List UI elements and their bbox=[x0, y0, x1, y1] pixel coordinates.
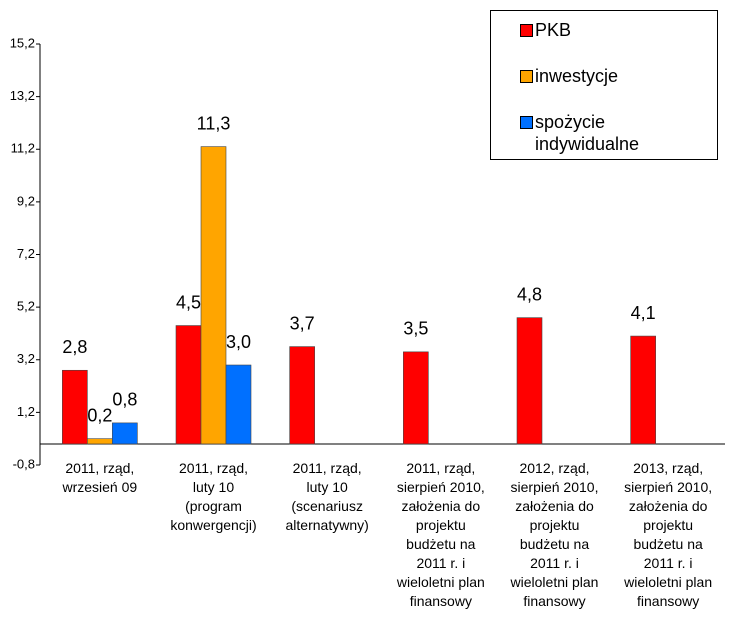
x-tick-label: 2011, rząd, wrzesień 09 bbox=[62, 460, 138, 495]
y-tick-label: 7,2 bbox=[17, 246, 35, 261]
data-label: 0,8 bbox=[112, 390, 137, 410]
bar bbox=[62, 369, 88, 445]
x-tick-label: 2013, rząd, sierpień 2010, założenia do … bbox=[624, 460, 713, 609]
y-tick-label: 1,2 bbox=[17, 404, 35, 419]
data-label: 0,2 bbox=[87, 405, 112, 425]
bar bbox=[175, 325, 202, 445]
data-label: 3,7 bbox=[290, 313, 315, 333]
y-tick-label: 9,2 bbox=[17, 193, 35, 208]
bar bbox=[289, 346, 315, 445]
legend-swatch bbox=[520, 116, 533, 129]
y-tick-label: 13,2 bbox=[10, 88, 35, 103]
bar bbox=[225, 364, 252, 445]
y-tick-label: 5,2 bbox=[17, 299, 35, 314]
legend-swatch bbox=[520, 24, 533, 37]
bar bbox=[87, 438, 113, 445]
data-label: 2,8 bbox=[62, 337, 87, 357]
y-tick-label: 11,2 bbox=[11, 141, 35, 156]
legend-entry: spożycie indywidualne bbox=[520, 111, 705, 155]
y-tick-label: 15,2 bbox=[10, 35, 35, 50]
data-label: 4,1 bbox=[631, 303, 656, 323]
x-tick-label: 2011, rząd, luty 10 (scenariusz alternat… bbox=[285, 460, 369, 533]
bar bbox=[516, 317, 543, 445]
data-label: 11,3 bbox=[197, 113, 231, 133]
data-label: 3,5 bbox=[403, 319, 428, 339]
x-tick-label: 2011, rząd, luty 10 (program konwergencj… bbox=[170, 460, 257, 533]
legend: PKB inwestycje spożycie indywidualne bbox=[490, 10, 718, 160]
bar bbox=[112, 422, 138, 445]
legend-label: spożycie indywidualne bbox=[535, 112, 640, 154]
bar bbox=[200, 146, 227, 445]
legend-label: inwestycje bbox=[535, 66, 619, 86]
legend-swatch bbox=[520, 70, 533, 83]
x-tick-label: 2012, rząd, sierpień 2010, założenia do … bbox=[510, 460, 599, 609]
x-tick-label: 2011, rząd, sierpień 2010, założenia do … bbox=[396, 460, 485, 609]
legend-entry: inwestycje bbox=[520, 65, 705, 87]
legend-entry: PKB bbox=[520, 19, 705, 41]
data-label: 3,0 bbox=[226, 332, 251, 352]
data-label: 4,5 bbox=[176, 292, 201, 312]
bar bbox=[403, 351, 429, 445]
legend-label: PKB bbox=[535, 20, 572, 40]
y-tick-label: -0,8 bbox=[13, 456, 35, 471]
bar bbox=[630, 335, 656, 445]
y-tick-label: 3,2 bbox=[17, 351, 35, 366]
data-label: 4,8 bbox=[517, 284, 542, 304]
